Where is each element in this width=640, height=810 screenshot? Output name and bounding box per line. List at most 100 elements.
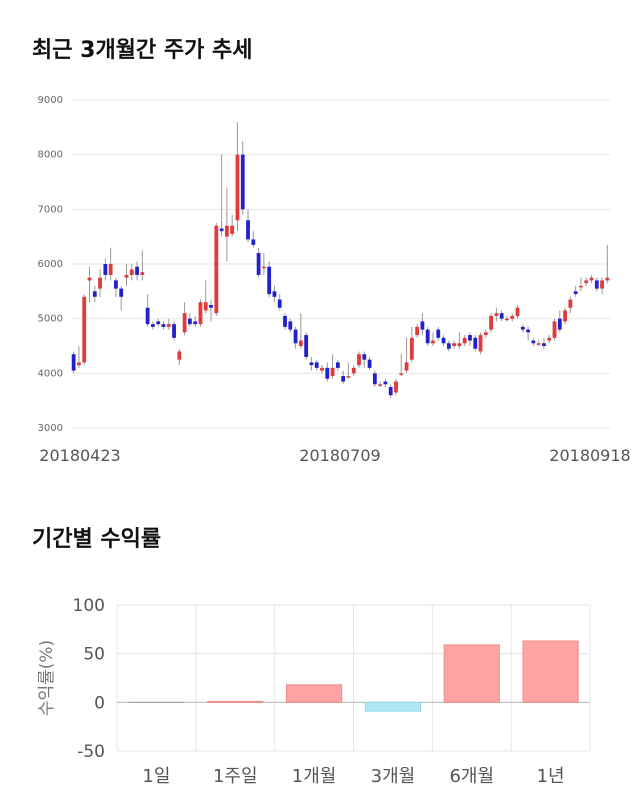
y-tick-label: 9000 <box>38 95 63 106</box>
candle-body <box>145 307 150 325</box>
candle <box>489 313 494 333</box>
candle-body <box>489 315 494 330</box>
candle-body <box>240 154 245 210</box>
candle-body <box>579 285 583 288</box>
candle <box>547 335 552 344</box>
candle <box>325 362 330 382</box>
candle <box>499 310 504 322</box>
candle-body <box>573 291 578 295</box>
candle <box>357 351 361 368</box>
candle <box>261 253 266 275</box>
candle-body <box>378 384 383 386</box>
candle <box>362 351 367 368</box>
returns-bars <box>128 640 579 712</box>
candle <box>193 315 198 327</box>
candle <box>478 332 483 355</box>
candle-body <box>298 340 303 346</box>
candle <box>209 299 213 322</box>
candle <box>119 285 124 311</box>
candlestick-x-ticks: 20180423 20180709 20180918 <box>39 446 630 465</box>
candle-body <box>172 324 176 338</box>
candle-body <box>452 343 457 346</box>
candle <box>161 321 166 330</box>
candle-body <box>436 329 441 338</box>
candle <box>584 277 589 286</box>
bar <box>522 640 579 703</box>
candle-body <box>92 291 97 297</box>
candle <box>256 247 261 278</box>
candle-body <box>198 302 203 325</box>
candle <box>563 307 567 325</box>
candle <box>182 302 187 336</box>
candle <box>568 296 573 314</box>
candle-body <box>251 239 256 245</box>
candle <box>425 326 430 346</box>
candle-body <box>335 362 340 368</box>
candle <box>267 261 272 297</box>
candle-body <box>230 225 235 234</box>
candle <box>536 340 541 346</box>
candle <box>77 346 81 368</box>
candle <box>494 307 499 322</box>
candle-body <box>224 225 229 237</box>
candle-body <box>552 321 557 338</box>
candle <box>246 209 250 243</box>
candle <box>288 318 293 333</box>
candle <box>219 154 224 237</box>
candle-body <box>468 335 472 341</box>
y-tick-label: 4000 <box>38 368 63 379</box>
candle-body <box>203 302 208 311</box>
candle-body <box>399 373 404 375</box>
candle-body <box>320 367 324 371</box>
x-tick-label: 1년 <box>537 766 565 787</box>
candle <box>388 384 393 398</box>
y-tick-label: 7000 <box>38 204 63 215</box>
candle-body <box>314 362 319 368</box>
candle-body <box>415 326 420 336</box>
candle-body <box>309 362 314 366</box>
candle-body <box>542 343 546 346</box>
returns-y-axis-label: 수익률(%) <box>37 640 57 716</box>
candle-body <box>71 354 76 371</box>
candle-body <box>563 310 567 322</box>
candle <box>304 332 309 360</box>
y-tick-label: 5000 <box>38 314 63 325</box>
candle <box>151 321 155 330</box>
candle-body <box>246 220 250 240</box>
candle-body <box>357 354 361 366</box>
candle-body <box>536 343 541 345</box>
bar <box>128 701 185 703</box>
candle-body <box>214 225 219 314</box>
candle-body <box>108 264 113 275</box>
candle-body <box>362 354 367 360</box>
candle <box>283 313 287 330</box>
candle-body <box>441 337 446 344</box>
candle-body <box>288 321 293 330</box>
candle-body <box>520 326 525 330</box>
candle <box>71 351 76 374</box>
candle-body <box>341 376 346 382</box>
candle-body <box>547 337 552 341</box>
candlestick-y-ticks: 9000 8000 7000 6000 5000 4000 3000 <box>38 95 63 434</box>
x-tick-label: 20180709 <box>299 446 380 465</box>
candle-body <box>129 269 134 275</box>
candle <box>605 244 610 284</box>
candle <box>468 332 472 346</box>
candle-body <box>446 343 451 349</box>
y-tick-label: 0 <box>94 693 105 713</box>
candle-body <box>568 299 573 308</box>
returns-x-ticks: 1일 1주일 1개월 3개월 6개월 1년 <box>142 766 564 787</box>
candle <box>431 332 435 346</box>
candle-body <box>526 329 530 333</box>
candle <box>436 326 441 341</box>
returns-bar-chart: 100 50 0 -50 1일 1주일 1개월 3개월 6개월 1년 수익률(%) <box>37 596 591 787</box>
candle-body <box>177 351 182 360</box>
candle <box>531 337 536 346</box>
candle <box>457 332 462 349</box>
candle <box>230 214 235 237</box>
candle-body <box>600 280 604 289</box>
candle <box>441 335 446 346</box>
candle-body <box>98 277 102 289</box>
candle <box>114 277 118 297</box>
candle <box>82 294 87 366</box>
